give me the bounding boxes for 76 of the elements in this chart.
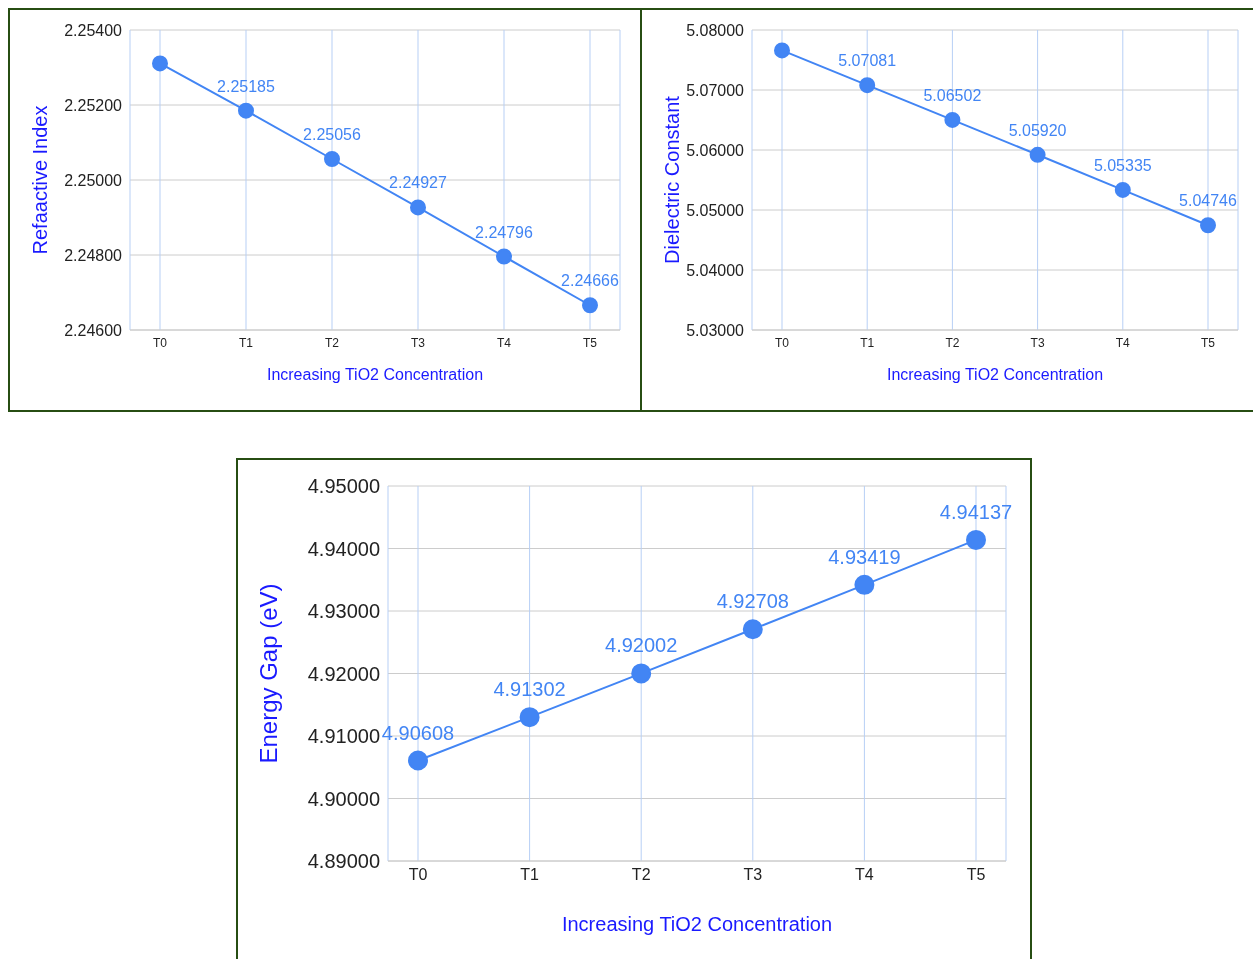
data-label: 4.92002 — [605, 634, 678, 657]
point — [944, 111, 961, 128]
data-label: 5.05920 — [1008, 121, 1067, 139]
x-tick-label: T1 — [520, 866, 540, 884]
point — [152, 55, 168, 72]
point — [631, 663, 652, 684]
data-label: 4.92708 — [716, 590, 789, 613]
x-tick-label: T4 — [496, 335, 512, 350]
data-label: 4.90608 — [381, 721, 455, 744]
y-tick-label: 4.90000 — [307, 787, 380, 810]
x-tick-label: T2 — [631, 866, 651, 884]
data-label: 4.94137 — [939, 500, 1013, 523]
data-label: 5.07081 — [838, 52, 897, 70]
point — [519, 707, 540, 728]
point — [859, 77, 876, 94]
data-label: 5.04746 — [1179, 192, 1238, 210]
y-tick-label: 2.25200 — [64, 96, 123, 114]
data-label: 2.25056 — [303, 126, 362, 143]
point — [410, 199, 426, 216]
point — [324, 151, 340, 167]
y-tick-label: 5.05000 — [686, 201, 745, 219]
y-tick-label: 5.03000 — [686, 321, 745, 339]
y-tick-label: 4.91000 — [307, 725, 380, 748]
y-tick-label: 5.04000 — [686, 261, 745, 279]
point — [966, 529, 986, 550]
x-axis-title: Increasing TiO2 Concentration — [561, 913, 833, 935]
point — [1029, 146, 1046, 163]
point — [854, 574, 875, 595]
y-tick-label: 2.25000 — [64, 171, 123, 189]
y-tick-label: 4.93000 — [307, 600, 380, 623]
x-axis-title: Increasing TiO2 Concentration — [886, 366, 1104, 383]
point — [1114, 181, 1131, 198]
x-tick-label: T5 — [966, 866, 986, 884]
x-tick-label: T5 — [1200, 335, 1216, 350]
y-axis-title: Energy Gap (eV) — [254, 583, 282, 764]
x-tick-label: T3 — [1030, 335, 1045, 350]
y-tick-label: 2.25400 — [64, 21, 123, 39]
y-tick-label: 5.06000 — [686, 141, 745, 159]
data-label: 5.05335 — [1093, 156, 1152, 174]
point — [774, 42, 790, 59]
x-tick-label: T1 — [238, 335, 254, 350]
data-label: 5.06502 — [923, 86, 982, 104]
point — [408, 750, 428, 771]
point — [238, 102, 254, 119]
data-label: 2.24927 — [389, 174, 448, 192]
x-tick-label: T0 — [774, 335, 790, 350]
data-label: 2.24666 — [561, 272, 620, 290]
data-label: 2.24796 — [475, 223, 534, 241]
x-tick-label: T2 — [945, 335, 960, 350]
y-tick-label: 4.95000 — [307, 475, 380, 498]
point — [1200, 217, 1216, 234]
data-label: 2.25185 — [217, 77, 276, 95]
x-tick-label: T4 — [1115, 335, 1131, 350]
x-tick-label: T0 — [152, 335, 168, 350]
point — [582, 297, 598, 314]
x-tick-label: T1 — [860, 335, 875, 350]
x-tick-label: T4 — [855, 866, 874, 884]
point — [742, 619, 763, 640]
y-tick-label: 4.94000 — [307, 537, 380, 560]
y-tick-label: 2.24800 — [64, 246, 123, 264]
data-label: 4.93419 — [828, 545, 901, 568]
point — [496, 248, 512, 265]
y-tick-label: 5.08000 — [686, 21, 745, 39]
x-tick-label: T3 — [743, 866, 763, 884]
x-tick-label: T3 — [410, 335, 426, 350]
x-axis-title: Increasing TiO2 Concentration — [266, 366, 484, 383]
data-label: 4.91302 — [493, 678, 566, 701]
y-tick-label: 5.07000 — [686, 81, 745, 99]
y-tick-label: 2.24600 — [64, 321, 123, 339]
x-tick-label: T2 — [324, 335, 340, 350]
x-tick-label: T0 — [408, 866, 428, 884]
y-tick-label: 4.92000 — [307, 662, 380, 685]
y-tick-label: 4.89000 — [307, 850, 380, 873]
x-tick-label: T5 — [582, 335, 598, 350]
y-axis-title: Dielectric Constant — [661, 95, 684, 264]
y-axis-title: Refaactive Index — [29, 105, 52, 255]
